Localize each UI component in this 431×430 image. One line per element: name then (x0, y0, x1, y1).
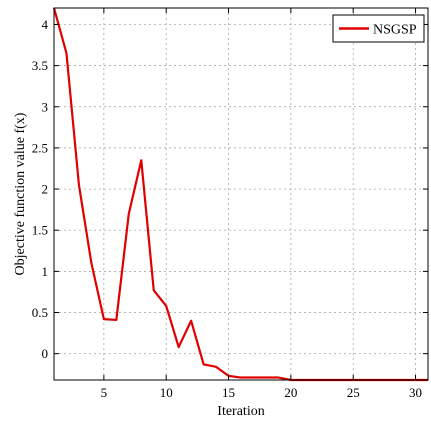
legend-box (332, 14, 425, 43)
legend: NSGSP (332, 14, 425, 43)
y-tick-label: 3.5 (32, 58, 48, 73)
series-line-nsgsp (52, 7, 428, 382)
y-axis-label: Objective function value f(x) (13, 112, 28, 275)
x-tick-label: 20 (284, 385, 297, 400)
x-tick-label: 15 (222, 385, 235, 400)
x-tick-label: 25 (347, 385, 360, 400)
legend-label-nsgsp: NSGSP (373, 23, 417, 38)
x-axis-label: Iteration (217, 404, 264, 419)
x-tick-label: 10 (160, 385, 173, 400)
plot-frame (53, 7, 429, 381)
y-tick-label: 2.5 (32, 140, 48, 155)
y-tick-label: 0.5 (32, 305, 48, 320)
series-layer (52, 7, 428, 382)
y-tick-label: 0 (42, 346, 49, 361)
axis-ticks: 5 10 15 20 25 30 0 0.5 1 1.5 2 2.5 3 3.5 4 (32, 8, 428, 400)
y-tick-label: 3 (42, 99, 49, 114)
y-tick-label: 1 (42, 264, 49, 279)
y-tick-label: 1.5 (32, 223, 48, 238)
grid-lines (54, 8, 428, 380)
x-tick-label: 5 (101, 385, 108, 400)
x-tick-label: 30 (409, 385, 422, 400)
y-tick-label: 4 (42, 17, 49, 32)
y-tick-label: 2 (42, 182, 49, 197)
